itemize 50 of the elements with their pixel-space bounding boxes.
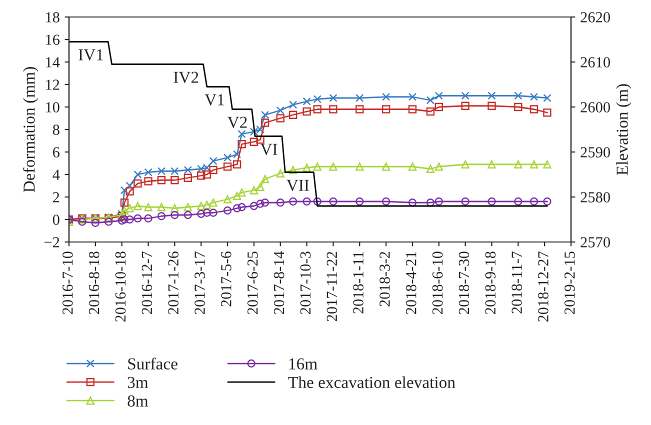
y-axis-title: Deformation (mm) [22,67,38,192]
x-tick-label: 2016-7-10 [62,252,73,314]
y2-tick-label: 2620 [580,12,610,22]
x-tick-label: 2017-5-6 [221,251,232,306]
x-tick-label: 2018-11-7 [512,251,522,314]
y-tick-label: 2 [53,192,60,202]
x-tick-label: 2016-12-7 [142,251,152,314]
annotation: V2 [227,116,247,128]
y-tick-label: 16 [46,34,60,45]
x-tick-label: 2018-3-2 [380,252,390,306]
y-tick-label: 14 [46,57,60,68]
x-tick-label: 2017-6-25 [247,252,258,314]
x-tick-label: 2017-1-26 [168,251,179,314]
y-tick-label: 6 [52,147,60,158]
x-tick-label: 2018-4-21 [406,252,416,314]
x-tick-label: 2016-8-18 [88,252,100,314]
legend-label: Surface [128,358,178,370]
annotation: IV2 [174,72,198,84]
x-tick-label: 2018-6-10 [432,252,443,314]
x-tick-label: 2019-2-15 [564,252,575,314]
x-tick-label: 2018-9-18 [485,252,496,314]
annotation: IV1 [78,49,103,61]
x-tick-label: 2016-10-18 [115,252,126,322]
x-tick-label: 2017-3-17 [194,251,205,314]
legend-label: 3m [128,376,148,388]
x-tick-label: 2018-12-27 [538,251,548,322]
x-tick-label: 2017-11-22 [326,252,338,322]
y-tick-label: 8 [52,124,60,135]
annotation: V1 [204,94,224,106]
legend-label: 16m [289,358,318,370]
y-tick-label: 18 [46,12,60,22]
x-tick-label: 2017-8-14 [274,251,284,314]
y2-tick-label: 2610 [580,57,610,68]
y-tick-label: 10 [46,102,60,112]
x-tick-label: 2018-7-30 [458,252,470,314]
x-tick-label: 2017-10-3 [300,252,311,314]
y2-tick-label: 2590 [580,147,610,158]
y2-tick-label: 2600 [580,102,610,112]
y-tick-label: 4 [52,170,60,180]
y-tick-label: −2 [44,237,60,248]
y-tick-label: 0 [52,214,60,225]
y2-axis-title: Elevation (m) [616,84,632,176]
y-tick-label: 12 [46,80,60,90]
annotation: VI [260,144,278,156]
legend-label: 8m [128,395,148,407]
legend-label: The excavation elevation [288,376,456,388]
y2-tick-label: 2580 [580,192,610,202]
x-tick-label: 2018-1-11 [353,252,364,314]
y2-tick-label: 2570 [580,237,610,248]
annotation: VII [286,180,309,192]
